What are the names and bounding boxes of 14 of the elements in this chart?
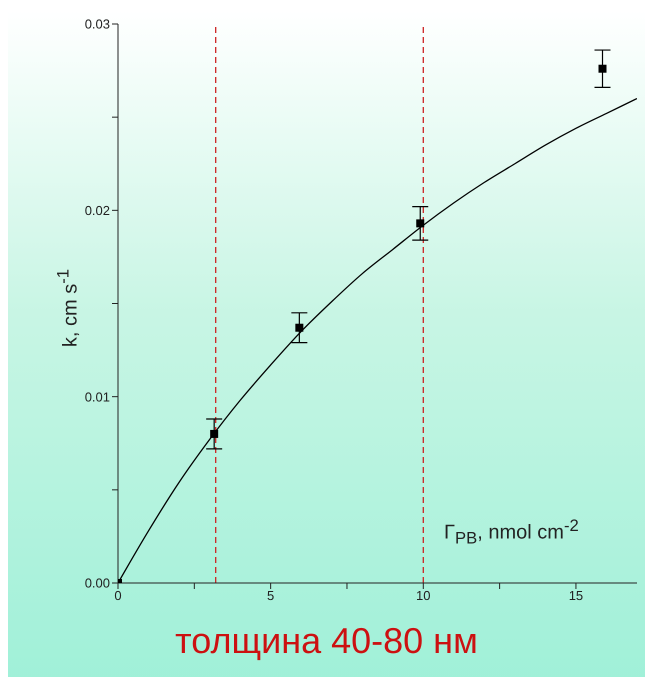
x-tick-label: 10 [416, 588, 431, 604]
point [210, 430, 218, 438]
y-tick-label: 0.01 [84, 389, 110, 404]
x-axis-title: Γ$_{PB}$, nmol cm$^{-2}$ [444, 516, 579, 549]
text: толщина 40-80 нм [174, 620, 479, 662]
point [416, 219, 424, 228]
y-tick-label: 0.00 [84, 576, 110, 591]
y-tick-label: 0.03 [84, 16, 110, 32]
x-tick-label: 15 [568, 588, 584, 604]
point [295, 324, 304, 332]
y-tick-label: 0.02 [84, 202, 110, 218]
x-tick-label: 5 [267, 588, 274, 604]
x-tick-label: 0 [114, 588, 122, 604]
point [598, 64, 606, 73]
